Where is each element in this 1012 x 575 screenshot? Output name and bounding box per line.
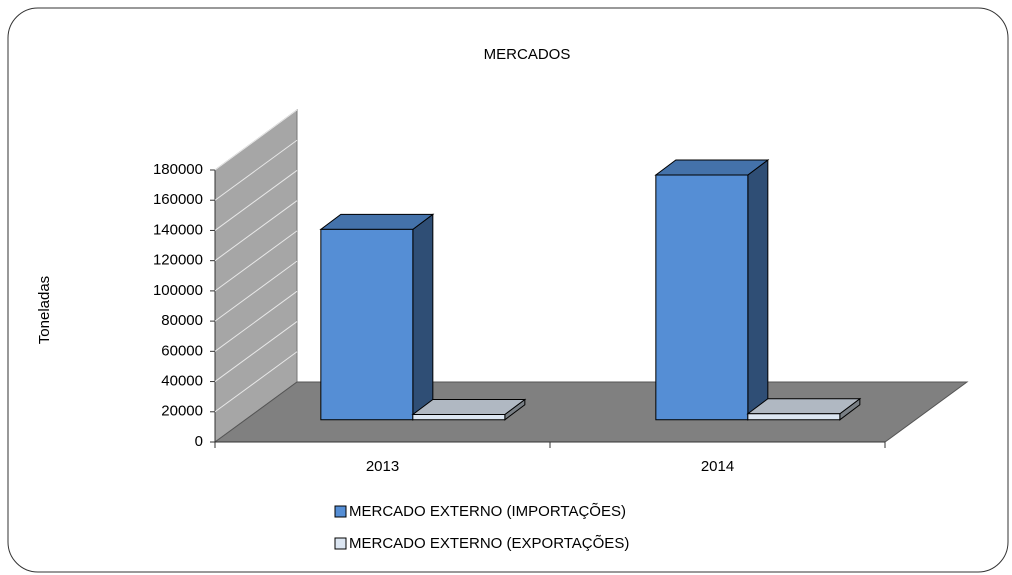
y-tick-label: 60000 bbox=[161, 342, 203, 359]
y-tick-label: 0 bbox=[195, 433, 203, 450]
bar-face bbox=[747, 159, 769, 421]
y-tick-label: 120000 bbox=[153, 252, 203, 269]
bar-face bbox=[747, 413, 841, 421]
legend-label: MERCADO EXTERNO (EXPORTAÇÕES) bbox=[349, 535, 629, 552]
grid-line bbox=[214, 230, 298, 292]
bar-face bbox=[320, 228, 414, 421]
y-tick-label: 100000 bbox=[153, 282, 203, 299]
grid-line bbox=[214, 170, 298, 231]
y-tick-label: 180000 bbox=[153, 161, 203, 178]
bar bbox=[746, 397, 862, 421]
bar bbox=[319, 213, 435, 421]
grid-line bbox=[214, 109, 298, 171]
grid-line bbox=[214, 139, 298, 201]
y-tick-label: 80000 bbox=[161, 312, 203, 329]
bar-face bbox=[655, 174, 749, 421]
grid-line bbox=[214, 321, 298, 382]
bar-face bbox=[411, 399, 527, 416]
bar bbox=[411, 398, 527, 421]
bar-face bbox=[412, 213, 434, 421]
grid-line bbox=[214, 260, 298, 322]
y-tick-label: 20000 bbox=[161, 403, 203, 420]
y-tick-label: 140000 bbox=[153, 221, 203, 238]
bar-face bbox=[319, 213, 435, 230]
grid-line bbox=[214, 290, 298, 352]
bar-face bbox=[654, 159, 770, 176]
y-axis-label: Toneladas bbox=[36, 276, 53, 344]
chart-title: MERCADOS bbox=[484, 46, 571, 63]
legend-swatch bbox=[334, 537, 347, 550]
y-tick-label: 160000 bbox=[153, 191, 203, 208]
x-tick-label: 2014 bbox=[701, 458, 734, 475]
legend-label: MERCADO EXTERNO (IMPORTAÇÕES) bbox=[349, 503, 626, 520]
grid-line bbox=[214, 200, 298, 262]
legend-swatch bbox=[334, 505, 347, 518]
bar bbox=[654, 159, 770, 421]
grid-line bbox=[214, 351, 298, 413]
bar-face bbox=[412, 414, 506, 421]
x-tick-label: 2013 bbox=[366, 458, 399, 475]
bar-face bbox=[746, 398, 862, 415]
y-tick-label: 40000 bbox=[161, 373, 203, 390]
